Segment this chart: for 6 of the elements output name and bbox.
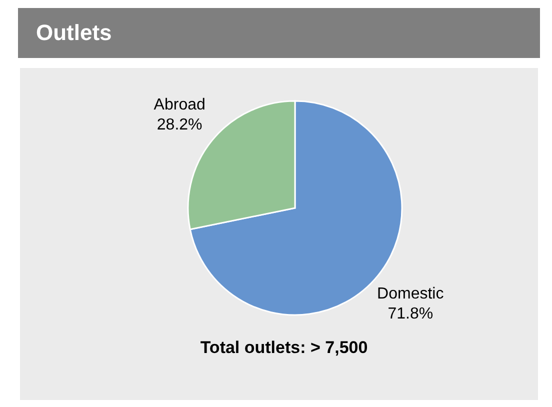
text: Total outlets: > 7,500 — [199, 338, 369, 358]
data-label: 28.2% — [156, 116, 202, 134]
chart-title: Outlets — [18, 8, 540, 58]
data-label: 71.8% — [388, 305, 434, 322]
slice-label: Domestic — [377, 285, 444, 302]
slice-label: Abroad — [154, 96, 206, 114]
